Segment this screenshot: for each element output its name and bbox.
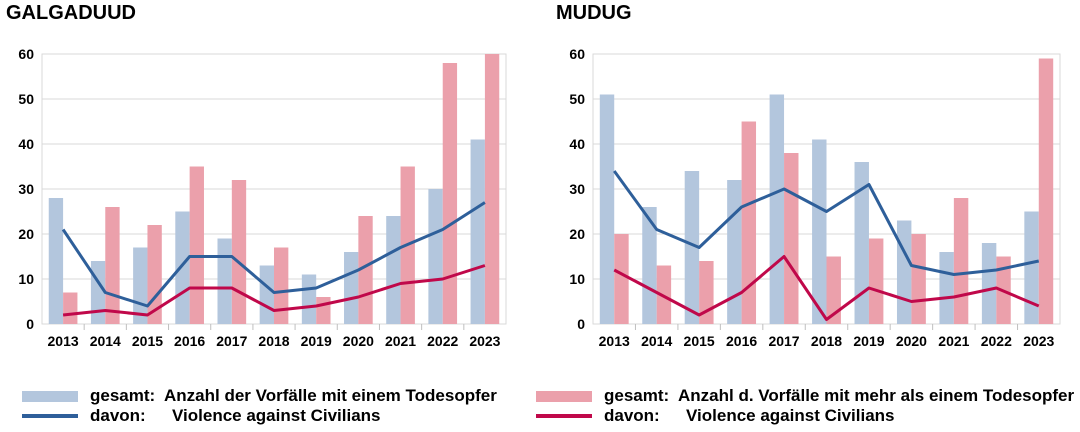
y-tick-label: 20	[569, 226, 585, 242]
bar	[953, 198, 969, 324]
x-tick-label: 2019	[301, 333, 332, 349]
y-tick-label: 20	[18, 226, 34, 242]
x-tick-label: 2014	[641, 333, 672, 349]
bar	[231, 180, 247, 324]
x-tick-label: 2016	[726, 333, 757, 349]
bar	[175, 211, 190, 324]
bar	[854, 162, 869, 324]
bar	[939, 252, 954, 324]
series-line	[61, 201, 486, 308]
y-tick-label: 30	[569, 181, 585, 197]
bar	[470, 139, 485, 324]
bar	[48, 198, 64, 324]
bar	[1024, 211, 1039, 324]
legend-label: Violence against Civilians	[172, 406, 381, 425]
series-line	[613, 170, 1040, 276]
y-tick-label: 0	[577, 316, 585, 332]
x-tick-label: 2021	[385, 333, 416, 349]
y-tick-label: 60	[18, 46, 34, 62]
bar	[741, 121, 757, 324]
bar	[769, 94, 785, 324]
x-tick-label: 2013	[599, 333, 630, 349]
legend-label: Violence against Civilians	[686, 406, 895, 425]
bar	[1038, 58, 1054, 324]
bar	[217, 238, 232, 324]
bar	[684, 171, 700, 324]
x-tick-label: 2016	[174, 333, 205, 349]
bar	[259, 265, 274, 324]
bar	[484, 54, 500, 324]
x-tick-label: 2020	[896, 333, 927, 349]
x-tick-label: 2019	[853, 333, 884, 349]
x-tick-label: 2018	[258, 333, 289, 349]
legend-swatch-multi	[536, 390, 592, 402]
bar	[911, 234, 926, 324]
bar	[105, 207, 120, 324]
chart-title-galgaduud: GALGADUUD	[6, 2, 136, 24]
bar	[63, 292, 78, 324]
x-tick-label: 2022	[981, 333, 1012, 349]
legend-swatch-vac-blue	[22, 414, 78, 418]
y-tick-label: 50	[569, 91, 585, 107]
x-tick-label: 2015	[132, 333, 163, 349]
bar	[344, 252, 359, 324]
bar	[981, 243, 997, 324]
legend-label: Anzahl der Vorfälle mit einem Todesopfer	[164, 386, 497, 405]
legend-item-multi: gesamt: Anzahl d. Vorfälle mit mehr als …	[536, 386, 1074, 406]
bar	[90, 261, 106, 324]
y-tick-label: 40	[18, 136, 34, 152]
y-tick-label: 60	[569, 46, 585, 62]
bar	[316, 297, 331, 324]
chart-mudug: 0 10 20 30 40 50 60 2013 2014 2015 2016 2017 2018 201…	[569, 46, 1061, 349]
x-tick-label: 2022	[427, 333, 458, 349]
bar	[386, 216, 401, 324]
chart-title-mudug: MUDUG	[556, 2, 632, 24]
x-tick-label: 2017	[768, 333, 799, 349]
legend-swatch-vac-red	[536, 414, 592, 418]
bar	[274, 247, 289, 324]
bar	[784, 153, 799, 324]
bar	[301, 274, 317, 324]
legend-prefix: davon:	[604, 406, 660, 425]
bar	[614, 234, 629, 324]
bar	[428, 189, 443, 324]
bar	[896, 220, 912, 324]
x-tick-label: 2020	[343, 333, 374, 349]
x-tick-label: 2014	[90, 333, 121, 349]
bar	[812, 139, 827, 324]
series-line	[62, 264, 486, 317]
bar	[189, 166, 204, 324]
bar	[442, 63, 458, 324]
y-tick-label: 10	[569, 271, 585, 287]
x-tick-label: 2017	[216, 333, 247, 349]
bar	[599, 94, 615, 324]
bar	[727, 180, 742, 324]
y-tick-label: 0	[26, 316, 34, 332]
legend-item-single: gesamt: Anzahl der Vorfälle mit einem To…	[22, 386, 497, 406]
y-tick-label: 50	[18, 91, 34, 107]
x-tick-label: 2023	[469, 333, 500, 349]
bar	[642, 207, 657, 324]
bar	[868, 238, 884, 324]
series-line	[613, 255, 1040, 321]
legend-prefix: gesamt:	[90, 386, 156, 405]
legend-item-vac-red: davon: Violence against Civilians	[536, 406, 895, 426]
legend-prefix: davon:	[90, 406, 146, 425]
y-tick-label: 30	[18, 181, 34, 197]
y-tick-label: 10	[18, 271, 34, 287]
legend-swatch-single	[22, 390, 78, 402]
legend-item-vac-blue: davon: Violence against Civilians	[22, 406, 381, 426]
x-tick-label: 2015	[684, 333, 715, 349]
legend-prefix: gesamt:	[604, 386, 670, 405]
y-tick-label: 40	[569, 136, 585, 152]
x-tick-label: 2023	[1023, 333, 1054, 349]
bar	[826, 256, 841, 324]
bar	[147, 225, 162, 324]
x-tick-label: 2018	[811, 333, 842, 349]
x-tick-label: 2013	[48, 333, 79, 349]
legend-label: Anzahl d. Vorfälle mit mehr als einem To…	[678, 386, 1075, 405]
x-tick-label: 2021	[938, 333, 969, 349]
chart-galgaduud: 0 10 20 30 40 50 60 2013 2014 2015 2016 2017 2018 201…	[18, 46, 507, 349]
